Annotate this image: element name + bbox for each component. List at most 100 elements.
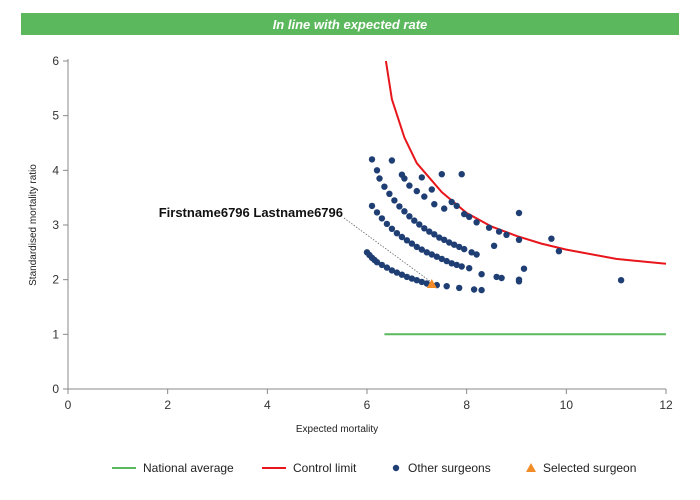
surgeon-point bbox=[418, 278, 425, 286]
y-tick-label: 0 bbox=[52, 382, 59, 396]
surgeon-point bbox=[470, 286, 478, 293]
surgeon-point bbox=[383, 220, 391, 228]
x-tick-label: 6 bbox=[364, 398, 371, 412]
surgeon-point bbox=[368, 202, 376, 210]
selected-surgeon-label: Firstname6796 Lastname6796 bbox=[159, 205, 343, 220]
surgeon-point bbox=[555, 248, 563, 255]
x-axis-title: Expected mortality bbox=[296, 424, 378, 435]
surgeon-point bbox=[413, 243, 420, 251]
surgeon-point bbox=[548, 235, 555, 242]
surgeon-point bbox=[398, 271, 406, 278]
surgeon-point bbox=[473, 251, 480, 258]
surgeon-point bbox=[478, 271, 485, 278]
surgeon-point bbox=[431, 231, 438, 238]
surgeon-point bbox=[421, 225, 428, 232]
surgeon-point bbox=[436, 234, 443, 241]
surgeon-point bbox=[408, 240, 416, 247]
surgeon-point bbox=[466, 213, 473, 220]
x-tick-label: 10 bbox=[560, 398, 574, 412]
surgeon-point bbox=[368, 156, 376, 163]
surgeon-point bbox=[398, 233, 406, 241]
surgeon-point bbox=[515, 236, 523, 243]
x-tick-label: 8 bbox=[463, 398, 470, 412]
surgeon-point bbox=[515, 278, 523, 285]
surgeon-point bbox=[428, 251, 435, 258]
y-tick-label: 5 bbox=[52, 109, 59, 123]
legend-dot-other-surgeons bbox=[392, 464, 400, 472]
surgeon-point bbox=[396, 203, 403, 210]
surgeon-point bbox=[423, 249, 430, 256]
surgeon-point bbox=[503, 231, 510, 238]
surgeon-point bbox=[411, 217, 418, 224]
legend-label: Selected surgeon bbox=[543, 461, 636, 475]
surgeon-point bbox=[461, 245, 468, 253]
surgeon-point bbox=[381, 183, 388, 190]
banner-text: In line with expected rate bbox=[272, 16, 428, 32]
surgeon-point bbox=[373, 209, 381, 216]
surgeon-point bbox=[403, 237, 411, 244]
legend-label: Other surgeons bbox=[408, 461, 491, 475]
surgeon-point bbox=[376, 175, 383, 182]
control-limit-line bbox=[384, 60, 667, 265]
series-layer bbox=[343, 60, 667, 336]
surgeon-point bbox=[453, 202, 460, 210]
surgeon-point bbox=[443, 257, 450, 265]
surgeon-point bbox=[423, 280, 430, 287]
x-tick-label: 2 bbox=[164, 398, 171, 412]
result-banner: In line with expected rate bbox=[21, 13, 679, 35]
surgeon-point bbox=[453, 261, 460, 269]
surgeon-point bbox=[490, 242, 498, 249]
surgeon-point bbox=[401, 208, 408, 215]
surgeon-point bbox=[448, 260, 455, 267]
surgeon-point bbox=[473, 219, 480, 226]
surgeon-point bbox=[378, 215, 386, 222]
surgeon-point bbox=[515, 209, 523, 217]
surgeon-point bbox=[416, 221, 423, 228]
surgeon-point bbox=[617, 277, 625, 284]
surgeon-point bbox=[426, 228, 433, 235]
surgeon-point bbox=[391, 197, 398, 204]
surgeon-point bbox=[388, 157, 396, 164]
surgeon-point bbox=[421, 193, 428, 200]
surgeon-point bbox=[373, 259, 381, 266]
surgeon-point bbox=[458, 171, 465, 178]
surgeon-point bbox=[461, 210, 468, 218]
surgeon-point bbox=[456, 284, 463, 292]
surgeon-point bbox=[478, 286, 485, 294]
surgeon-point bbox=[495, 228, 503, 235]
surgeon-point bbox=[448, 198, 455, 206]
x-tick-label: 0 bbox=[65, 398, 72, 412]
surgeon-point bbox=[428, 186, 435, 193]
legend-label: National average bbox=[143, 461, 234, 475]
surgeon-point bbox=[446, 239, 453, 246]
surgeon-point bbox=[438, 255, 445, 263]
y-tick-label: 1 bbox=[52, 327, 59, 341]
surgeon-point bbox=[393, 230, 401, 237]
surgeon-point bbox=[485, 224, 493, 231]
surgeon-point bbox=[438, 171, 445, 178]
y-tick-label: 6 bbox=[52, 54, 59, 68]
surgeon-point bbox=[441, 236, 448, 243]
y-tick-label: 3 bbox=[52, 218, 59, 232]
surgeon-point bbox=[413, 277, 420, 284]
surgeon-point bbox=[431, 201, 438, 208]
y-tick-label: 2 bbox=[52, 273, 59, 287]
surgeon-point bbox=[406, 182, 413, 189]
legend-triangle-selected-surgeon bbox=[526, 463, 536, 472]
legend: National average Control limit Other surge… bbox=[112, 461, 636, 475]
surgeon-point bbox=[418, 174, 425, 181]
surgeon-point bbox=[373, 167, 381, 174]
surgeon-point bbox=[433, 253, 440, 260]
surgeon-point bbox=[466, 265, 473, 272]
surgeon-point bbox=[443, 283, 450, 290]
surgeon-point bbox=[388, 225, 396, 232]
selected-surgeon-marker bbox=[426, 279, 437, 289]
surgeon-point bbox=[441, 205, 448, 212]
surgeon-point bbox=[520, 265, 528, 272]
surgeon-point bbox=[403, 273, 411, 281]
x-tick-label: 12 bbox=[659, 398, 673, 412]
surgeon-point bbox=[468, 249, 475, 256]
surgeon-point bbox=[386, 190, 393, 197]
surgeon-point bbox=[401, 175, 408, 182]
